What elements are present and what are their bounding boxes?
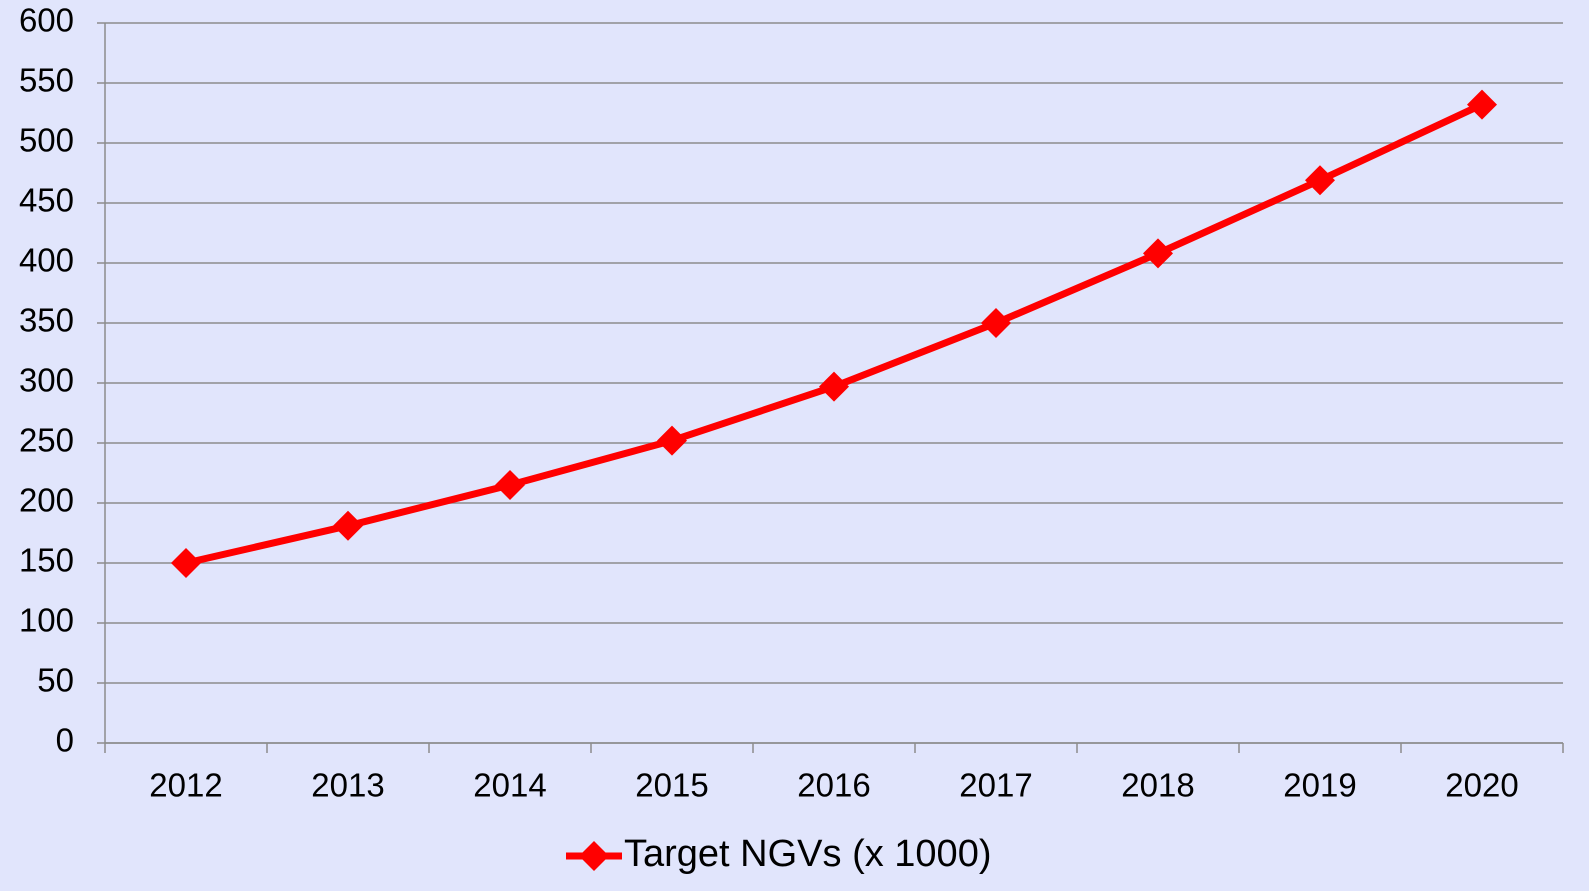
x-tick-label: 2018 — [1121, 767, 1194, 804]
y-tick-label: 400 — [19, 242, 74, 279]
y-tick-label: 150 — [19, 542, 74, 579]
x-tick-label: 2013 — [311, 767, 384, 804]
data-point — [171, 548, 201, 578]
y-tick-label: 100 — [19, 602, 74, 639]
legend-marker — [579, 841, 609, 871]
y-tick-label: 50 — [37, 662, 74, 699]
x-tick-label: 2016 — [797, 767, 870, 804]
x-tick-label: 2019 — [1283, 767, 1356, 804]
data-point — [1467, 89, 1497, 120]
legend-label: Target NGVs (x 1000) — [624, 833, 991, 875]
x-tick-label: 2020 — [1445, 767, 1518, 804]
data-point — [981, 308, 1011, 338]
y-tick-label: 300 — [19, 362, 74, 399]
y-tick-label: 500 — [19, 122, 74, 159]
y-tick-label: 350 — [19, 302, 74, 339]
data-point — [1143, 238, 1173, 269]
y-tick-label: 0 — [56, 722, 74, 759]
series-line — [185, 101, 1484, 567]
data-point — [657, 425, 687, 456]
x-tick-label: 2017 — [959, 767, 1032, 804]
y-tick-label: 450 — [19, 182, 74, 219]
x-tick-label: 2014 — [473, 767, 546, 804]
data-point — [819, 371, 849, 402]
data-point — [495, 470, 525, 500]
y-tick-label: 600 — [19, 2, 74, 39]
data-point — [333, 510, 363, 541]
x-tick-label: 2015 — [635, 767, 708, 804]
data-point — [1305, 165, 1335, 196]
y-tick-label: 200 — [19, 482, 74, 519]
y-tick-label: 550 — [19, 62, 74, 99]
x-tick-label: 2012 — [149, 767, 222, 804]
y-tick-label: 250 — [19, 422, 74, 459]
